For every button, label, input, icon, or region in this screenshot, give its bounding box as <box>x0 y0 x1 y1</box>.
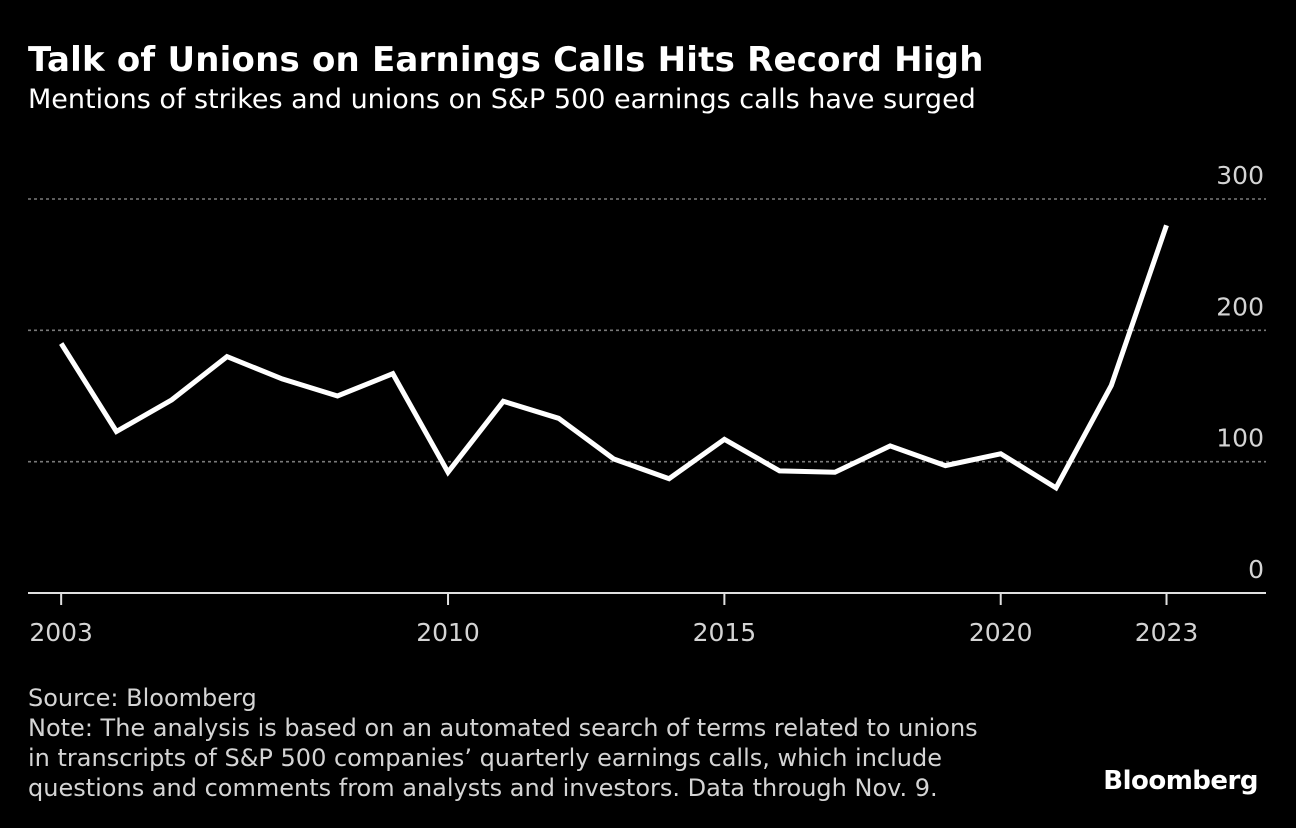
chart-subtitle: Mentions of strikes and unions on S&P 50… <box>28 84 976 115</box>
series <box>59 224 1169 492</box>
x-tick-label-2010: 2010 <box>416 618 480 647</box>
gridlines <box>28 198 1266 463</box>
chart-title: Talk of Unions on Earnings Calls Hits Re… <box>28 40 984 80</box>
x-tick-label-2003: 2003 <box>29 618 93 647</box>
y-tick-label-0: 0 <box>1248 555 1264 584</box>
bloomberg-logo: Bloomberg <box>1103 766 1258 796</box>
chart-footer: Source: Bloomberg Note: The analysis is … <box>28 683 978 803</box>
y-tick-label-300: 300 <box>1216 161 1264 190</box>
x-tick-label-2023: 2023 <box>1135 618 1199 647</box>
tick-labels: 0 100 200 300 2003 2010 2015 2020 2023 <box>29 161 1264 647</box>
source-note: Source: Bloomberg <box>28 684 257 712</box>
note-line-1: Note: The analysis is based on an automa… <box>28 714 978 742</box>
x-axis <box>28 592 1266 605</box>
note-line-3: questions and comments from analysts and… <box>28 774 938 802</box>
note-line-2: in transcripts of S&P 500 companies’ qua… <box>28 744 943 772</box>
x-tick-label-2020: 2020 <box>969 618 1033 647</box>
y-tick-label-100: 100 <box>1216 424 1264 453</box>
y-tick-label-200: 200 <box>1216 292 1264 321</box>
x-tick-label-2015: 2015 <box>693 618 757 647</box>
